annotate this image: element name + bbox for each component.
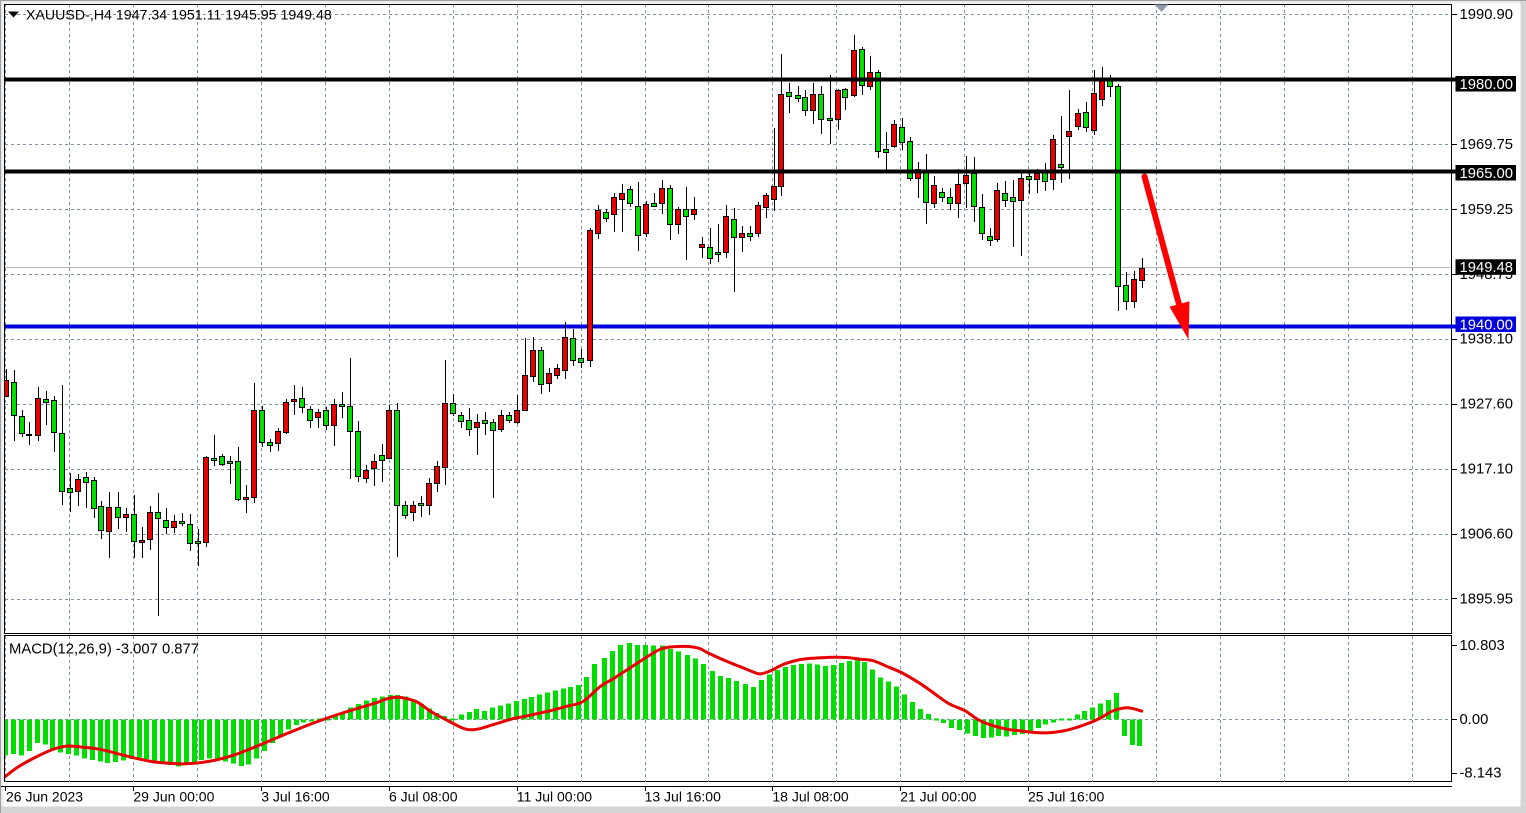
svg-text:1949.48: 1949.48 xyxy=(1460,260,1514,276)
svg-text:25 Jul 16:00: 25 Jul 16:00 xyxy=(1028,789,1104,805)
svg-text:1938.10: 1938.10 xyxy=(1460,332,1514,348)
svg-text:1927.60: 1927.60 xyxy=(1460,397,1514,413)
svg-text:26 Jun 2023: 26 Jun 2023 xyxy=(6,789,83,805)
svg-text:0.00: 0.00 xyxy=(1460,712,1489,728)
svg-text:1906.60: 1906.60 xyxy=(1460,527,1514,543)
svg-text:-8.143: -8.143 xyxy=(1460,766,1502,782)
svg-text:1940.00: 1940.00 xyxy=(1460,317,1514,333)
svg-text:29 Jun 00:00: 29 Jun 00:00 xyxy=(133,789,214,805)
svg-text:MACD(12,26,9) -3.007 0.877: MACD(12,26,9) -3.007 0.877 xyxy=(9,642,199,658)
svg-text:13 Jul 16:00: 13 Jul 16:00 xyxy=(645,789,721,805)
svg-text:1917.10: 1917.10 xyxy=(1460,462,1514,478)
svg-text:1965.00: 1965.00 xyxy=(1460,166,1514,182)
svg-text:10.803: 10.803 xyxy=(1460,638,1505,654)
svg-text:XAUUSD-,H4 1947.34 1951.11 19: XAUUSD-,H4 1947.34 1951.11 1945.95 1949.… xyxy=(26,8,332,24)
svg-text:1895.95: 1895.95 xyxy=(1460,592,1514,608)
svg-text:11 Jul 00:00: 11 Jul 00:00 xyxy=(517,789,592,805)
svg-text:6 Jul 08:00: 6 Jul 08:00 xyxy=(389,789,458,805)
svg-text:3 Jul 16:00: 3 Jul 16:00 xyxy=(261,789,330,805)
svg-text:1959.25: 1959.25 xyxy=(1460,202,1514,218)
svg-text:1990.90: 1990.90 xyxy=(1460,7,1514,23)
svg-text:21 Jul 00:00: 21 Jul 00:00 xyxy=(900,789,976,805)
svg-text:18 Jul 08:00: 18 Jul 08:00 xyxy=(772,789,848,805)
svg-text:1980.00: 1980.00 xyxy=(1460,77,1514,93)
svg-text:1969.75: 1969.75 xyxy=(1460,137,1514,153)
